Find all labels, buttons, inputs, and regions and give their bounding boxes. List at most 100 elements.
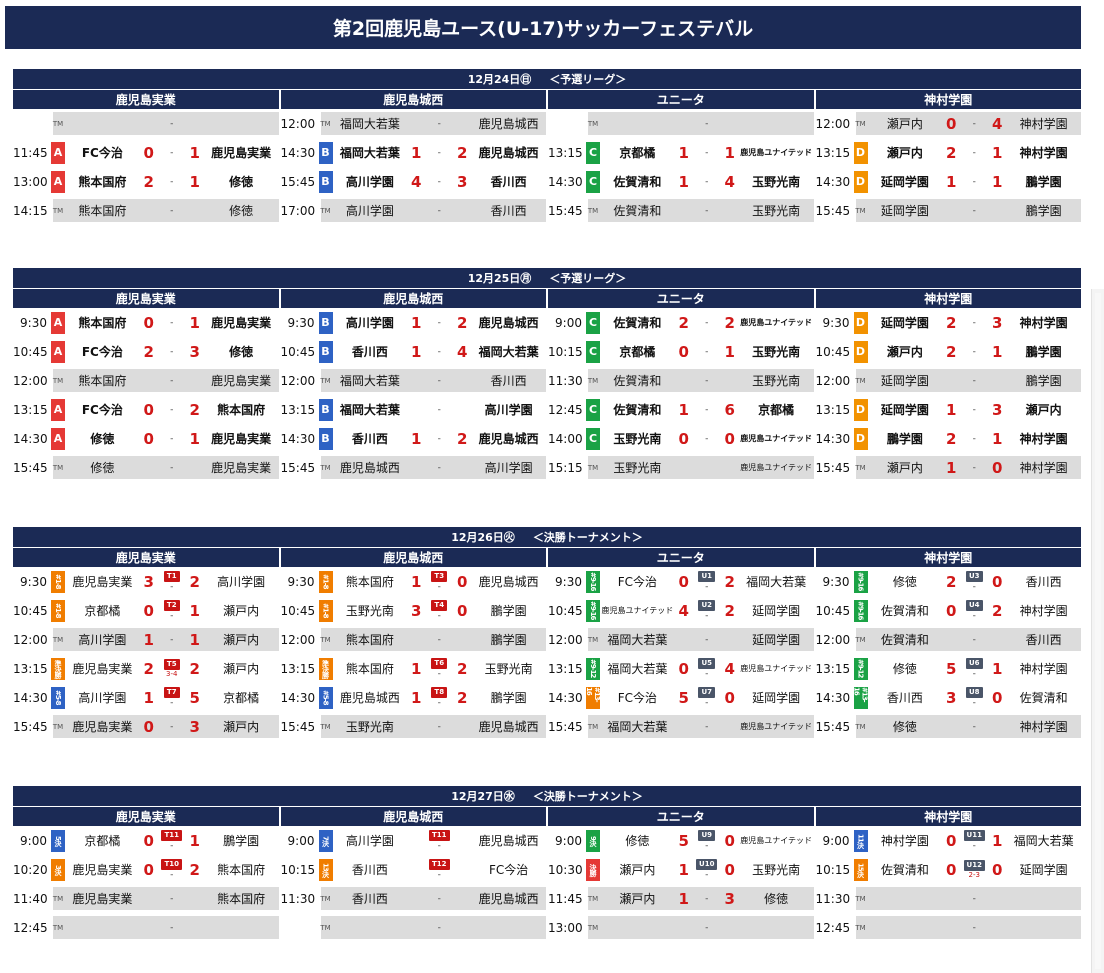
home-score: 3 [143,572,154,591]
kickoff-time: 12:00 [13,632,48,647]
away-team: 玉野光南 [752,175,801,189]
group-badge: #9-12 [586,657,600,680]
score-separator: - [437,841,441,851]
away-team: 香川西 [1025,575,1062,589]
score-separator: - [972,317,976,328]
match-center: - [425,894,453,904]
away-team: 熊本国府 [217,863,266,877]
home-team: 修徳 [625,834,650,848]
kickoff-time: 9:30 [20,315,47,330]
kickoff-time: 9:00 [287,833,315,848]
kickoff-time: 14:30 [280,145,316,160]
kickoff-time: 10:15 [548,344,583,359]
home-team: FC今治 [81,345,123,359]
away-team: 鹿児島ユナイテッド [740,664,813,673]
venue-columns: 鹿児島実業 TM - 11:45 A FC今治 0 - 1 鹿児島実業 13:00 A 熊本国府 2 - 1 修… [13,90,1081,225]
away-score: 1 [189,172,200,191]
match-center: U1- [693,571,721,592]
match-row: 13:15 #9-12 福岡大若葉 0 U5-4 鹿児島ユナイテッド [548,654,814,683]
day-stage-label: ＜決勝トーナメント＞ [532,790,643,803]
away-score: 2 [457,429,468,448]
away-score: 2 [457,313,468,332]
home-team: 京都橘 [84,834,121,848]
match-row: 10:30 決勝 瀬戸内 1 U10-0 玉野光南 [548,855,814,884]
group-badge: C [586,141,600,164]
match-row: 15:45 TM 延岡学園 - 鵬学園 [816,196,1082,225]
match-row: 9:00 5決 京都橘 0 T11-1 鵬学園 [13,826,279,855]
kickoff-time: 13:00 [548,920,583,935]
home-team: 香川西 [351,863,388,877]
home-score: 0 [143,313,154,332]
away-score: 2 [189,572,200,591]
away-score: 1 [724,342,735,361]
scrollbar[interactable] [1091,289,1104,973]
home-score: 1 [946,172,957,191]
kickoff-time: 14:30 [548,690,583,705]
home-team: 延岡学園 [880,204,929,218]
score-separator: - [437,922,441,933]
away-team: 神村学園 [1019,117,1068,131]
kickoff-time: 15:45 [548,719,583,734]
match-row: 15:45 TM 瀬戸内 1 - 0 神村学園 [816,453,1082,482]
scrollbar-thumb[interactable] [1095,293,1101,969]
match-row: 15:45 TM 佐賀清和 - 玉野光南 [548,196,814,225]
home-score: 1 [678,172,689,191]
match-center: U3- [960,571,988,592]
match-center: - [425,463,453,473]
match-center: - [960,177,988,187]
day-section: 12月24日㊐ ＜予選リーグ＞ 鹿児島実業 TM -11:45 A FC今治 0-1 鹿児島実業… [13,69,1081,225]
match-row: 14:30 B 香川西 1 - 2 鹿児島城西 [281,424,547,453]
venue-column: ユニータ 9:00 C 佐賀清和 2-2 鹿児島ユナイテッド 10:15 C 京都橘 0-1 玉野光… [548,289,814,482]
match-center: - [425,148,453,158]
score-separator: - [705,870,709,880]
day-header: 12月27日㊌ ＜決勝トーナメント＞ [13,786,1081,806]
away-team: 熊本国府 [217,892,266,906]
kickoff-time: 11:40 [13,891,48,906]
kickoff-time: 15:45 [13,719,48,734]
match-center: T6- [425,658,453,679]
match-row: 13:15 準決勝 熊本国府 1 T6-2 玉野光南 [281,654,547,683]
match-row: 10:45 #9-16 鹿児島ユナイテッド 4 U2-2 延岡学園 [548,596,814,625]
match-center: - [158,635,186,645]
away-team: 延岡学園 [1019,863,1068,877]
home-team: 修徳 [90,461,115,475]
away-team: 瀬戸内 [223,604,260,618]
day-header: 12月26日㊋ ＜決勝トーナメント＞ [13,527,1081,547]
group-badge: D [853,427,868,450]
score-separator: - [437,462,441,473]
away-score: 4 [457,342,468,361]
score-separator: - [170,433,174,444]
away-team: 熊本国府 [217,403,266,417]
group-badge: TM [52,923,64,932]
match-center: - [960,148,988,158]
home-score: 3 [946,688,957,707]
score-separator: - [705,611,709,621]
match-code-tag: T10 [161,859,183,870]
kickoff-time: 12:00 [13,373,48,388]
away-team: 鹿児島ユナイテッド [740,148,813,157]
score-separator: - [170,176,174,187]
away-team: 香川西 [490,204,527,218]
away-score: 3 [189,717,200,736]
home-score: 1 [411,429,422,448]
match-row: 9:30 #1-8 鹿児島実業 3 T1-2 高川学園 [13,567,279,596]
away-team: 鹿児島城西 [478,575,539,589]
score-separator: - [437,176,441,187]
score-separator: - [437,698,441,708]
group-badge: TM [587,894,599,903]
group-badge: TM [320,206,331,215]
score-separator: - [170,205,174,216]
away-score: 2 [457,659,468,678]
group-badge: C [586,311,600,334]
home-team: 高川学園 [345,834,394,848]
match-code-tag: U4 [965,600,983,611]
away-team: 延岡学園 [752,633,801,647]
away-score: 1 [189,313,200,332]
match-center: U10- [693,859,721,880]
home-score: 2 [946,143,957,162]
match-row: 15:45 TM 鹿児島城西 - 高川学園 [281,453,547,482]
away-team: 鹿児島ユナイテッド [740,836,813,845]
match-row: 15:45 TM 福岡大若葉 - 鹿児島ユナイテッド [548,712,814,741]
venue-column: 神村学園 9:00 11決 神村学園 0 U11-1 福岡大若葉 10:15 15決 佐賀清和 0 U… [815,807,1081,942]
group-badge: 準決勝 [318,657,333,680]
